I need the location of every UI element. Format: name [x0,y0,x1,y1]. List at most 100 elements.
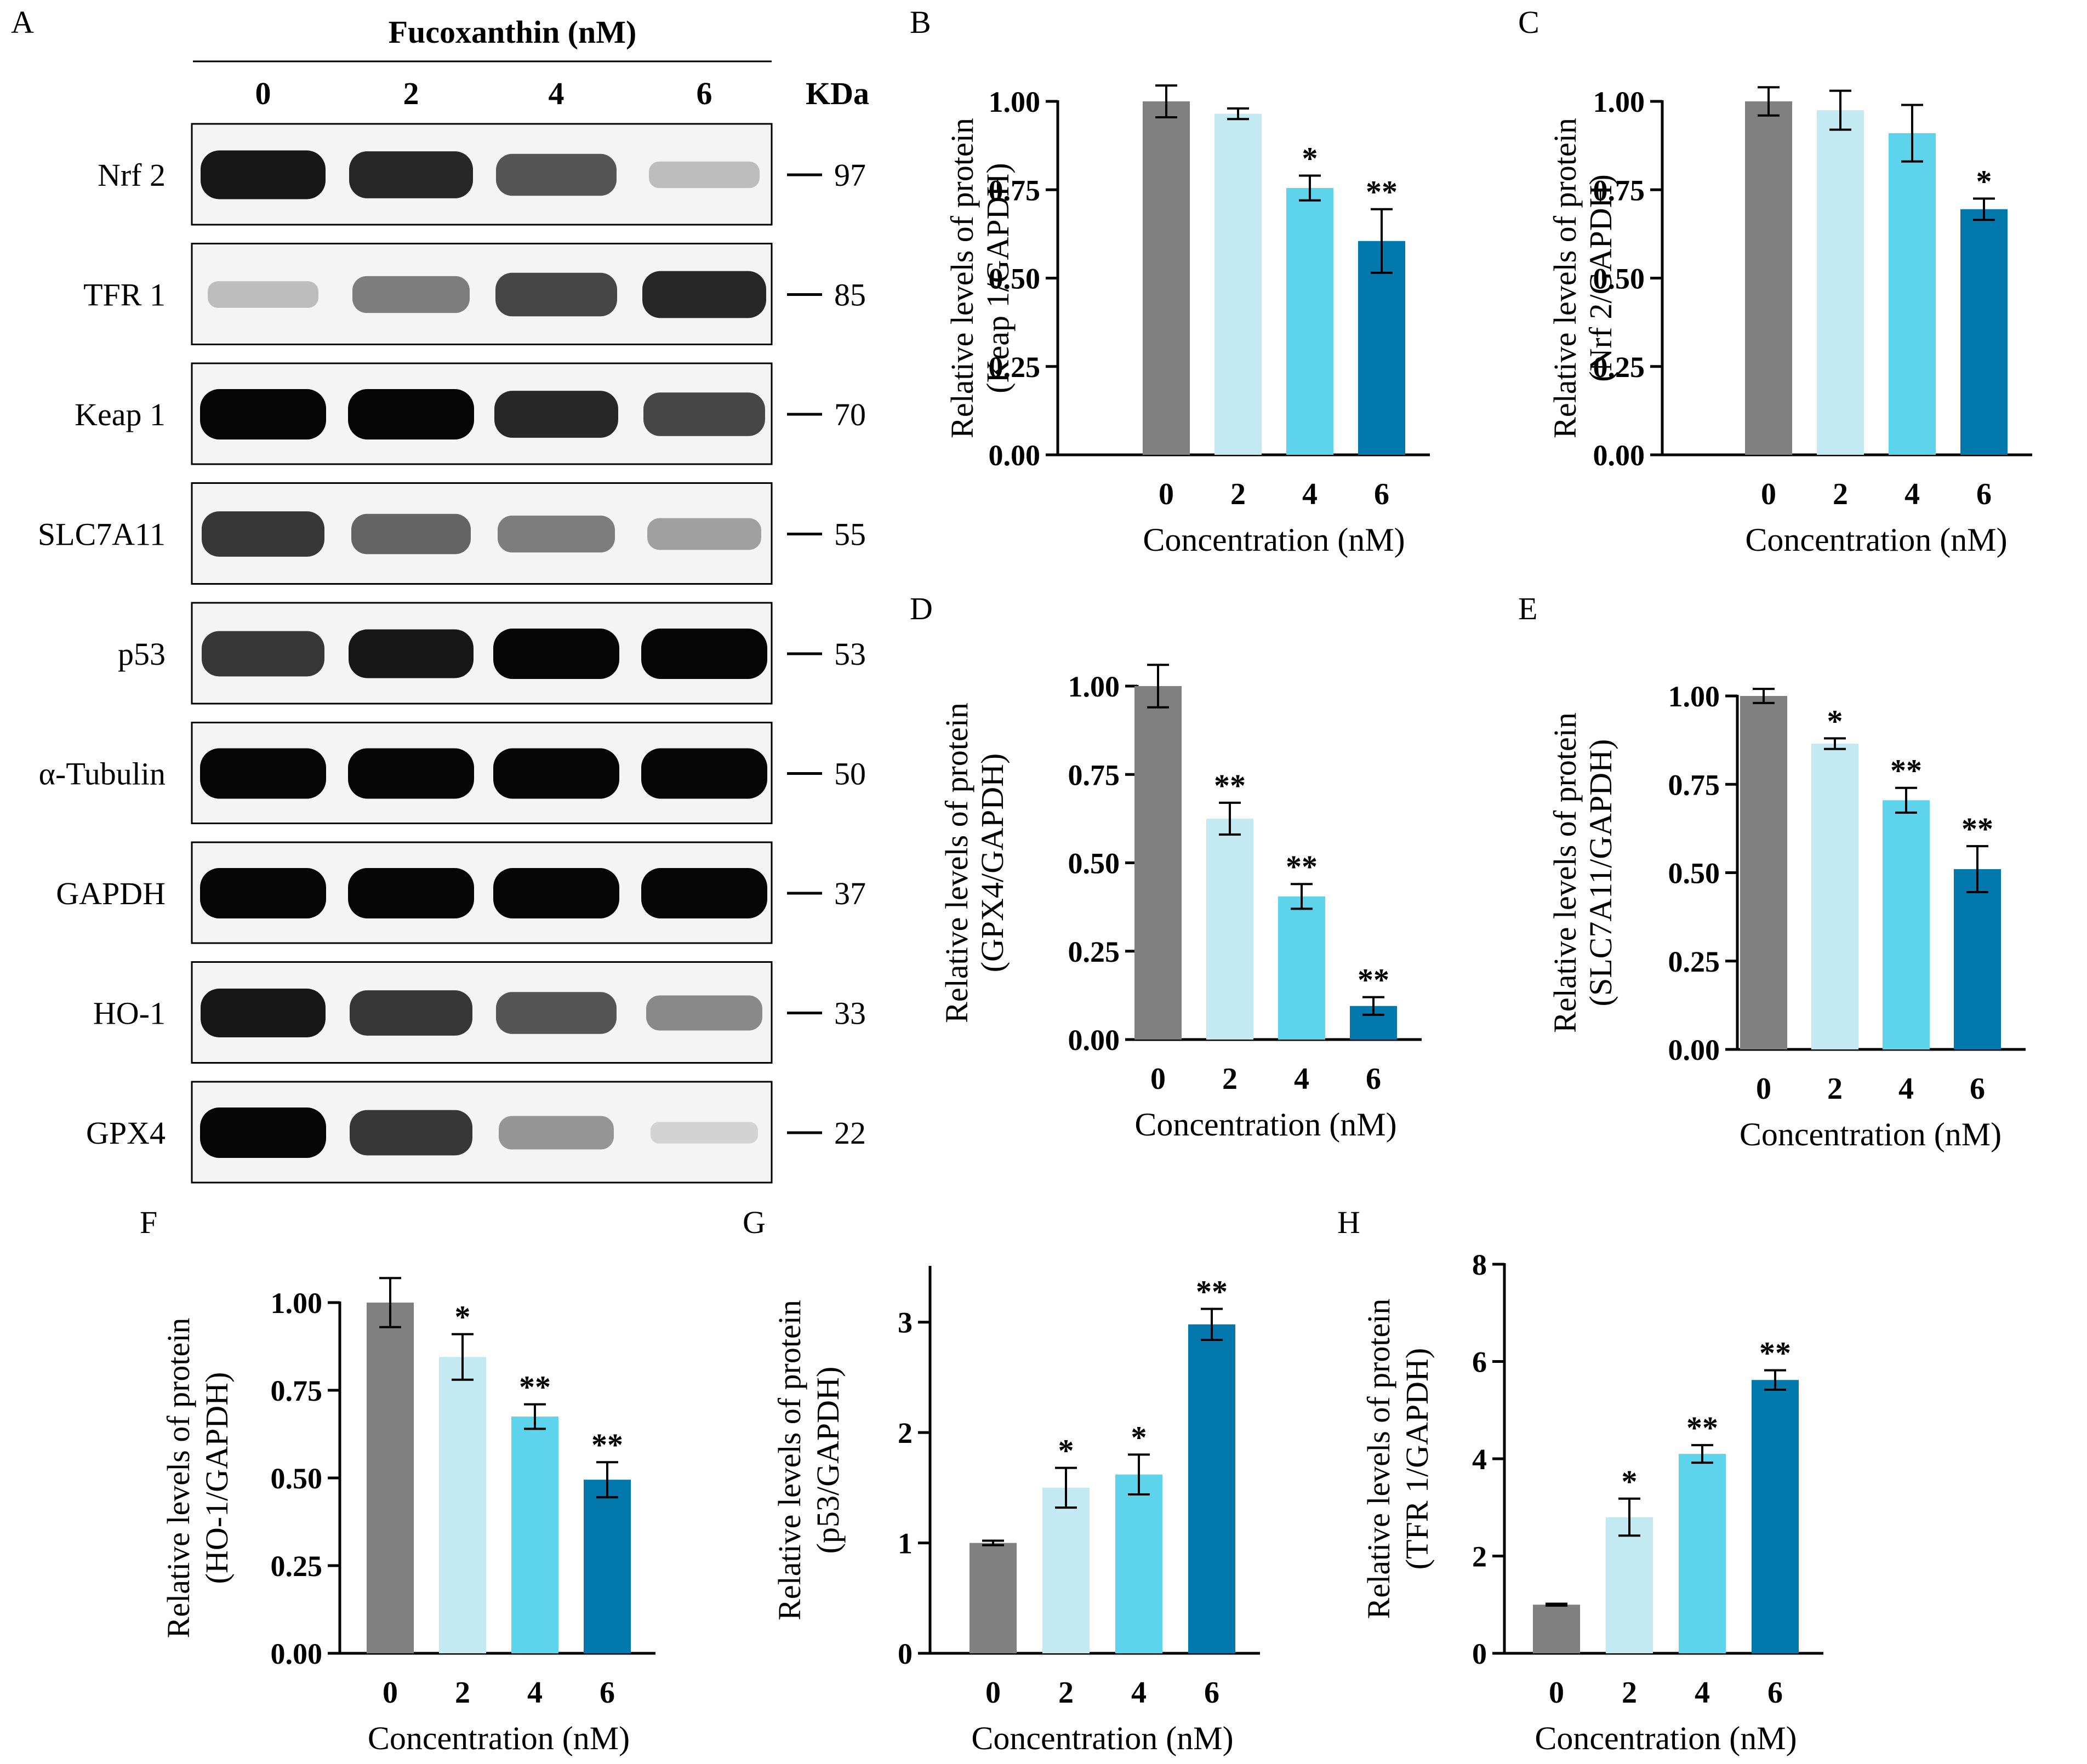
bar [1811,744,1858,1049]
blot-band [498,515,615,553]
blot-band [348,389,474,439]
mw-value: 55 [834,517,866,552]
lane-label: 0 [255,76,271,111]
bar [1358,241,1405,455]
bar [1286,188,1333,455]
blot-band [495,272,617,317]
blot-band [647,518,761,550]
bar [1889,133,1936,455]
x-tick-label: 2 [1230,477,1246,511]
y-tick-label: 0.50 [1593,262,1645,295]
bar [1206,818,1253,1040]
y-axis-label: Relative levels of protein [1361,1299,1396,1619]
chart-panel-b: B 0.00 0.25 0.50 0.75 1.00 0 2 * 4 ** 6 Concentratio… [910,4,1430,558]
x-tick-label: 4 [1302,477,1318,511]
bar [1960,209,2008,455]
mw-value: 22 [834,1115,866,1151]
y-axis-label: Relative levels of protein [772,1300,807,1620]
y-axis-label: Relative levels of protein [939,703,974,1023]
chart-panel-f: F 0.00 0.25 0.50 0.75 1.00 0 * 2 ** 4 ** 6 Concentrat… [140,1204,655,1756]
protein-label: Nrf 2 [98,157,166,193]
panel-letter: G [743,1204,766,1240]
blot-band [496,153,617,196]
blot-row: α-Tubulin 50 [39,722,866,824]
y-tick-label: 0.25 [1068,935,1120,968]
y-tick-label: 0.25 [1668,945,1720,978]
bar [1115,1474,1162,1653]
panel-letter: H [1337,1204,1360,1240]
y-tick-label: 0.25 [989,351,1041,384]
protein-label: Keap 1 [75,397,166,432]
blot-row: p53 53 [118,602,866,705]
y-tick-label: 0.75 [1668,768,1720,801]
x-tick-label: 4 [527,1676,543,1710]
x-axis-label: Concentration (nM) [1134,1106,1396,1143]
protein-label: GAPDH [56,876,166,911]
significance-marker: ** [1286,849,1318,884]
y-axis-label: (Keap 1/GAPDH) [980,163,1016,393]
mw-header: KDa [806,76,869,111]
y-tick-label: 0 [1472,1637,1487,1670]
blot-band [349,629,474,678]
bar [584,1480,631,1653]
blot-band [642,271,766,318]
bar [1042,1487,1090,1653]
blot-band [493,629,619,679]
bar [1533,1605,1580,1653]
mw-value: 85 [834,277,866,313]
y-tick-label: 0.75 [989,174,1041,207]
y-tick-label: 0.00 [1668,1034,1720,1066]
y-axis-label: (GPX4/GAPDH) [974,753,1010,973]
y-tick-label: 0.25 [1593,351,1645,384]
chart-panel-c: C 0.00 0.25 0.50 0.75 1.00 0 2 4 * 6 Concentration … [1518,4,2032,558]
blot-band [649,161,760,189]
blot-band [201,150,326,199]
bar [1883,800,1930,1049]
x-tick-label: 2 [1622,1676,1637,1710]
bar [1817,110,1864,455]
significance-marker: ** [591,1427,623,1463]
significance-marker: ** [1686,1410,1718,1446]
y-axis-label: Relative levels of protein [944,118,980,438]
significance-marker: ** [519,1369,551,1405]
x-tick-label: 0 [1756,1072,1771,1106]
x-tick-label: 0 [1549,1676,1564,1710]
panel-letter-a: A [11,4,34,40]
y-tick-label: 4 [1472,1443,1487,1476]
panel-letter: C [1518,4,1539,40]
significance-marker: * [1131,1419,1147,1455]
bar [970,1543,1017,1653]
mw-value: 70 [834,397,866,432]
bar [1278,896,1325,1040]
blot-band [493,748,619,799]
y-tick-label: 6 [1472,1346,1487,1379]
treatment-label: Fucoxanthin (nM) [389,14,637,50]
blot-band [201,989,326,1037]
blot-row: SLC7A11 55 [38,482,866,585]
protein-label: SLC7A11 [38,517,166,552]
significance-marker: * [1058,1433,1074,1469]
y-tick-label: 0.50 [1668,857,1720,890]
y-tick-label: 1.00 [1068,670,1120,703]
mw-value: 33 [834,996,866,1031]
significance-marker: ** [1358,962,1389,998]
blot-band [200,868,326,918]
x-tick-label: 4 [1131,1676,1147,1710]
blot-band [643,392,765,436]
chart-panel-g: G 0 1 2 3 0 * 2 * 4 ** 6 Concentration (nM) Relative … [743,1204,1260,1756]
mw-value: 37 [834,876,866,911]
blot-band [641,868,767,918]
y-tick-label: 1.00 [1593,85,1645,118]
y-tick-label: 1.00 [989,85,1041,118]
x-axis-label: Concentration (nM) [1535,1720,1797,1756]
blot-band [352,276,470,313]
lane-label: 4 [549,76,564,111]
panel-letter: E [1518,591,1537,626]
lane-label: 2 [403,76,419,111]
protein-label: GPX4 [86,1115,166,1151]
panel-letter: D [910,591,933,626]
x-tick-label: 6 [1374,477,1389,511]
blot-band [208,281,318,308]
bar [1740,696,1787,1049]
x-tick-label: 2 [1058,1676,1074,1710]
